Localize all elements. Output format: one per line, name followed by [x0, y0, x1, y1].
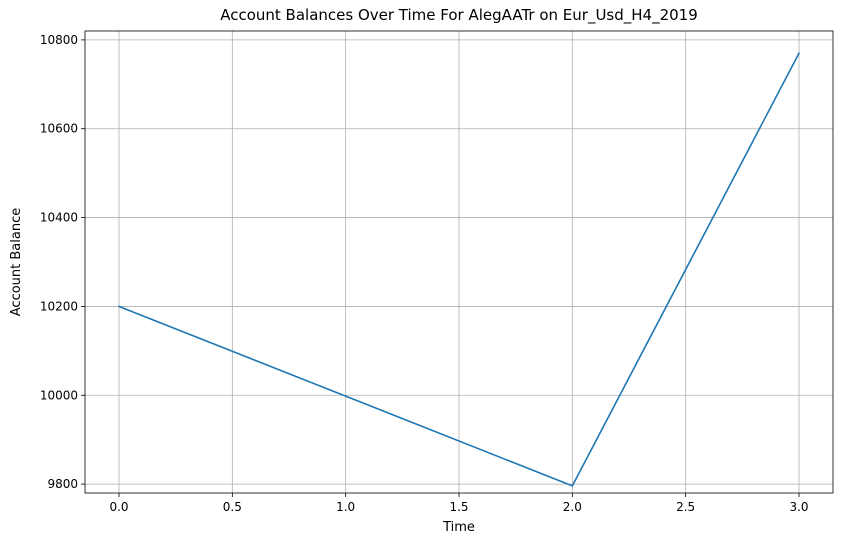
- axis-ticks: 0.0 0.5 1.0 1.5 2.0 2.5 3.0 9800 10000 10200 10400…: [40, 33, 809, 514]
- x-tick-label: 1.5: [449, 500, 468, 514]
- x-tick-label: 1.0: [336, 500, 355, 514]
- y-tick-label: 10400: [40, 211, 78, 225]
- x-axis-label: Time: [442, 520, 475, 535]
- series-line: [117, 52, 801, 487]
- grid: [85, 31, 833, 493]
- y-tick-label: 10000: [40, 388, 78, 402]
- x-tick-label: 0.5: [223, 500, 242, 514]
- x-tick-label: 3.0: [789, 500, 808, 514]
- x-tick-label: 2.5: [676, 500, 695, 514]
- series-layer: [117, 52, 801, 487]
- y-tick-label: 9800: [47, 477, 78, 491]
- y-axis-label: Account Balance: [9, 208, 24, 316]
- x-tick-label: 0.0: [109, 500, 128, 514]
- chart-title: Account Balances Over Time For AlegAATr …: [220, 6, 698, 25]
- y-tick-label: 10800: [40, 33, 78, 47]
- y-tick-label: 10200: [40, 299, 78, 313]
- y-tick-label: 10600: [40, 122, 78, 136]
- x-tick-label: 2.0: [563, 500, 582, 514]
